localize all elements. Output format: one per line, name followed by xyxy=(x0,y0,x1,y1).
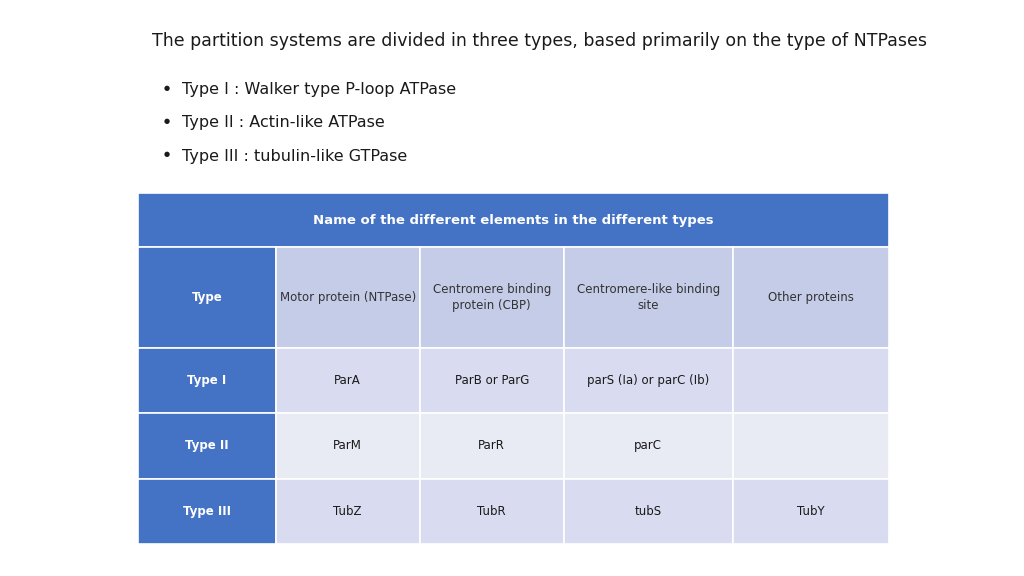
Text: ●: ● xyxy=(164,118,170,124)
Text: ●: ● xyxy=(164,151,170,157)
FancyBboxPatch shape xyxy=(564,347,733,413)
Text: ParR: ParR xyxy=(478,439,505,452)
Text: Type II: Type II xyxy=(185,439,228,452)
Text: Centromere-like binding
site: Centromere-like binding site xyxy=(577,283,720,312)
Text: Type III : tubulin-like GTPase: Type III : tubulin-like GTPase xyxy=(182,149,408,164)
Text: Type II : Actin-like ATPase: Type II : Actin-like ATPase xyxy=(182,115,385,130)
FancyBboxPatch shape xyxy=(275,413,420,479)
Text: ParB or ParG: ParB or ParG xyxy=(455,374,529,387)
Text: Other proteins: Other proteins xyxy=(768,291,854,304)
FancyBboxPatch shape xyxy=(733,413,889,479)
Text: parC: parC xyxy=(634,439,663,452)
Text: Type III: Type III xyxy=(183,505,231,518)
Text: Type I : Walker type P-loop ATPase: Type I : Walker type P-loop ATPase xyxy=(182,82,457,97)
Text: Name of the different elements in the different types: Name of the different elements in the di… xyxy=(313,214,714,227)
FancyBboxPatch shape xyxy=(733,479,889,544)
Text: Type I: Type I xyxy=(187,374,226,387)
FancyBboxPatch shape xyxy=(564,248,733,347)
Text: TubR: TubR xyxy=(477,505,506,518)
FancyBboxPatch shape xyxy=(275,347,420,413)
Text: tubS: tubS xyxy=(635,505,662,518)
Text: The partition systems are divided in three types, based primarily on the type of: The partition systems are divided in thr… xyxy=(152,32,927,50)
Text: ●: ● xyxy=(164,85,170,90)
Text: TubZ: TubZ xyxy=(334,505,361,518)
Text: parS (Ia) or parC (Ib): parS (Ia) or parC (Ib) xyxy=(587,374,710,387)
Text: Motor protein (NTPase): Motor protein (NTPase) xyxy=(280,291,416,304)
FancyBboxPatch shape xyxy=(138,193,889,248)
FancyBboxPatch shape xyxy=(420,413,564,479)
FancyBboxPatch shape xyxy=(138,413,275,479)
Text: Centromere binding
protein (CBP): Centromere binding protein (CBP) xyxy=(432,283,551,312)
FancyBboxPatch shape xyxy=(733,347,889,413)
FancyBboxPatch shape xyxy=(733,248,889,347)
Text: ParA: ParA xyxy=(334,374,361,387)
FancyBboxPatch shape xyxy=(138,347,275,413)
FancyBboxPatch shape xyxy=(564,479,733,544)
FancyBboxPatch shape xyxy=(420,479,564,544)
FancyBboxPatch shape xyxy=(138,479,275,544)
FancyBboxPatch shape xyxy=(420,347,564,413)
Text: TubY: TubY xyxy=(797,505,824,518)
FancyBboxPatch shape xyxy=(564,413,733,479)
Text: ParM: ParM xyxy=(333,439,362,452)
FancyBboxPatch shape xyxy=(420,248,564,347)
FancyBboxPatch shape xyxy=(138,248,275,347)
Text: Type: Type xyxy=(191,291,222,304)
FancyBboxPatch shape xyxy=(275,248,420,347)
FancyBboxPatch shape xyxy=(275,479,420,544)
